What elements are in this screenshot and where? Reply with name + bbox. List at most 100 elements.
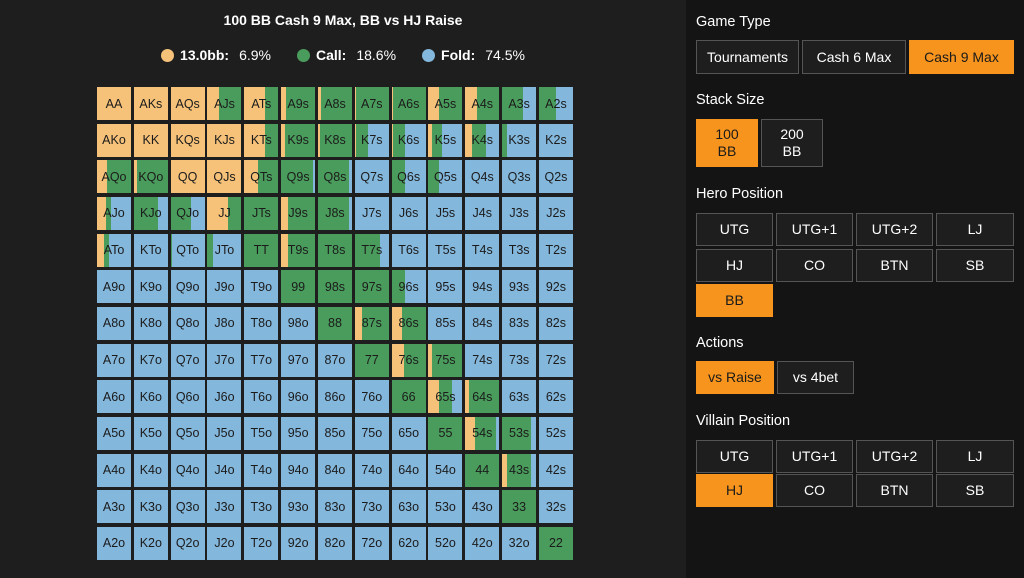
hero-position-utg2-button[interactable]: UTG+2 <box>856 213 933 246</box>
hand-cell-k6o[interactable]: K6o <box>133 380 168 414</box>
hand-cell-j7o[interactable]: J7o <box>207 343 242 377</box>
hand-cell-ajo[interactable]: AJo <box>97 196 131 230</box>
hero-position-utg1-button[interactable]: UTG+1 <box>776 213 853 246</box>
hand-cell-93s[interactable]: 93s <box>502 270 537 304</box>
hand-cell-t2o[interactable]: T2o <box>244 526 279 560</box>
hand-cell-q4s[interactable]: Q4s <box>465 160 500 194</box>
hand-cell-t4o[interactable]: T4o <box>244 453 279 487</box>
hand-cell-65s[interactable]: 65s <box>428 380 463 414</box>
hand-cell-64s[interactable]: 64s <box>465 380 500 414</box>
hand-cell-66[interactable]: 66 <box>391 380 426 414</box>
hand-cell-j3s[interactable]: J3s <box>502 196 537 230</box>
hand-cell-k3o[interactable]: K3o <box>133 490 168 524</box>
hand-cell-33[interactable]: 33 <box>502 490 537 524</box>
hand-cell-kto[interactable]: KTo <box>133 233 168 267</box>
hand-cell-94s[interactable]: 94s <box>465 270 500 304</box>
hand-cell-a5s[interactable]: A5s <box>428 87 463 120</box>
villain-position-utg2-button[interactable]: UTG+2 <box>856 440 933 473</box>
hand-cell-72o[interactable]: 72o <box>354 526 389 560</box>
hand-cell-j9s[interactable]: J9s <box>281 196 316 230</box>
hand-cell-84s[interactable]: 84s <box>465 306 500 340</box>
hand-cell-ako[interactable]: AKo <box>97 123 131 157</box>
hand-cell-76s[interactable]: 76s <box>391 343 426 377</box>
hero-position-co-button[interactable]: CO <box>776 249 853 282</box>
hand-cell-73s[interactable]: 73s <box>502 343 537 377</box>
hand-cell-ats[interactable]: ATs <box>244 87 279 120</box>
hand-cell-j8o[interactable]: J8o <box>207 306 242 340</box>
hand-cell-77[interactable]: 77 <box>354 343 389 377</box>
hand-cell-k7s[interactable]: K7s <box>354 123 389 157</box>
hero-position-bb-button[interactable]: BB <box>696 284 773 317</box>
hand-cell-j4s[interactable]: J4s <box>465 196 500 230</box>
hand-cell-a7o[interactable]: A7o <box>97 343 131 377</box>
hand-cell-64o[interactable]: 64o <box>391 453 426 487</box>
hand-cell-ajs[interactable]: AJs <box>207 87 242 120</box>
hand-cell-q9s[interactable]: Q9s <box>281 160 316 194</box>
hand-cell-75o[interactable]: 75o <box>354 416 389 450</box>
hand-cell-jj[interactable]: JJ <box>207 196 242 230</box>
hand-cell-qts[interactable]: QTs <box>244 160 279 194</box>
hand-cell-96s[interactable]: 96s <box>391 270 426 304</box>
hand-cell-a7s[interactable]: A7s <box>354 87 389 120</box>
hand-cell-kjo[interactable]: KJo <box>133 196 168 230</box>
hand-cell-q5o[interactable]: Q5o <box>170 416 205 450</box>
hand-cell-72s[interactable]: 72s <box>538 343 573 377</box>
hand-cell-k2o[interactable]: K2o <box>133 526 168 560</box>
hand-cell-a2s[interactable]: A2s <box>538 87 573 120</box>
game-type-tournaments-button[interactable]: Tournaments <box>696 40 799 74</box>
hand-cell-kqs[interactable]: KQs <box>170 123 205 157</box>
hand-cell-32o[interactable]: 32o <box>502 526 537 560</box>
hand-cell-k2s[interactable]: K2s <box>538 123 573 157</box>
hand-cell-63o[interactable]: 63o <box>391 490 426 524</box>
hand-cell-74o[interactable]: 74o <box>354 453 389 487</box>
hand-cell-95s[interactable]: 95s <box>428 270 463 304</box>
hand-cell-43s[interactable]: 43s <box>502 453 537 487</box>
hand-cell-t9o[interactable]: T9o <box>244 270 279 304</box>
hand-cell-86o[interactable]: 86o <box>317 380 352 414</box>
stack-size-100bb-button[interactable]: 100 BB <box>696 119 758 167</box>
hand-cell-85s[interactable]: 85s <box>428 306 463 340</box>
hand-cell-a9s[interactable]: A9s <box>281 87 316 120</box>
hand-cell-k5s[interactable]: K5s <box>428 123 463 157</box>
hand-cell-q3s[interactable]: Q3s <box>502 160 537 194</box>
hand-cell-qjo[interactable]: QJo <box>170 196 205 230</box>
hand-cell-92s[interactable]: 92s <box>538 270 573 304</box>
hand-cell-a8o[interactable]: A8o <box>97 306 131 340</box>
hand-cell-82s[interactable]: 82s <box>538 306 573 340</box>
villain-position-sb-button[interactable]: SB <box>936 474 1014 507</box>
hand-cell-53o[interactable]: 53o <box>428 490 463 524</box>
hand-cell-52s[interactable]: 52s <box>538 416 573 450</box>
hand-cell-k6s[interactable]: K6s <box>391 123 426 157</box>
hand-cell-a5o[interactable]: A5o <box>97 416 131 450</box>
hand-cell-63s[interactable]: 63s <box>502 380 537 414</box>
action-vs-raise-button[interactable]: vs Raise <box>696 361 774 394</box>
action-vs-4bet-button[interactable]: vs 4bet <box>777 361 854 394</box>
hand-cell-83s[interactable]: 83s <box>502 306 537 340</box>
hand-cell-aqs[interactable]: AQs <box>170 87 205 120</box>
hand-cell-t2s[interactable]: T2s <box>538 233 573 267</box>
hand-cell-q8o[interactable]: Q8o <box>170 306 205 340</box>
hand-cell-q6o[interactable]: Q6o <box>170 380 205 414</box>
hand-cell-j4o[interactable]: J4o <box>207 453 242 487</box>
hand-cell-aqo[interactable]: AQo <box>97 160 131 194</box>
hand-cell-qq[interactable]: QQ <box>170 160 205 194</box>
hand-cell-85o[interactable]: 85o <box>317 416 352 450</box>
hand-cell-kjs[interactable]: KJs <box>207 123 242 157</box>
villain-position-co-button[interactable]: CO <box>776 474 853 507</box>
hand-cell-q8s[interactable]: Q8s <box>317 160 352 194</box>
hand-cell-qto[interactable]: QTo <box>170 233 205 267</box>
hand-cell-a8s[interactable]: A8s <box>317 87 352 120</box>
hand-cell-a3s[interactable]: A3s <box>502 87 537 120</box>
hand-cell-jto[interactable]: JTo <box>207 233 242 267</box>
villain-position-btn-button[interactable]: BTN <box>856 474 933 507</box>
hand-cell-k9s[interactable]: K9s <box>281 123 316 157</box>
hand-cell-k8o[interactable]: K8o <box>133 306 168 340</box>
hand-cell-q2o[interactable]: Q2o <box>170 526 205 560</box>
hand-cell-99[interactable]: 99 <box>281 270 316 304</box>
hand-cell-75s[interactable]: 75s <box>428 343 463 377</box>
hand-cell-74s[interactable]: 74s <box>465 343 500 377</box>
hand-cell-j3o[interactable]: J3o <box>207 490 242 524</box>
game-type-cash-9-max-button[interactable]: Cash 9 Max <box>909 40 1014 74</box>
hand-cell-93o[interactable]: 93o <box>281 490 316 524</box>
hand-cell-a2o[interactable]: A2o <box>97 526 131 560</box>
